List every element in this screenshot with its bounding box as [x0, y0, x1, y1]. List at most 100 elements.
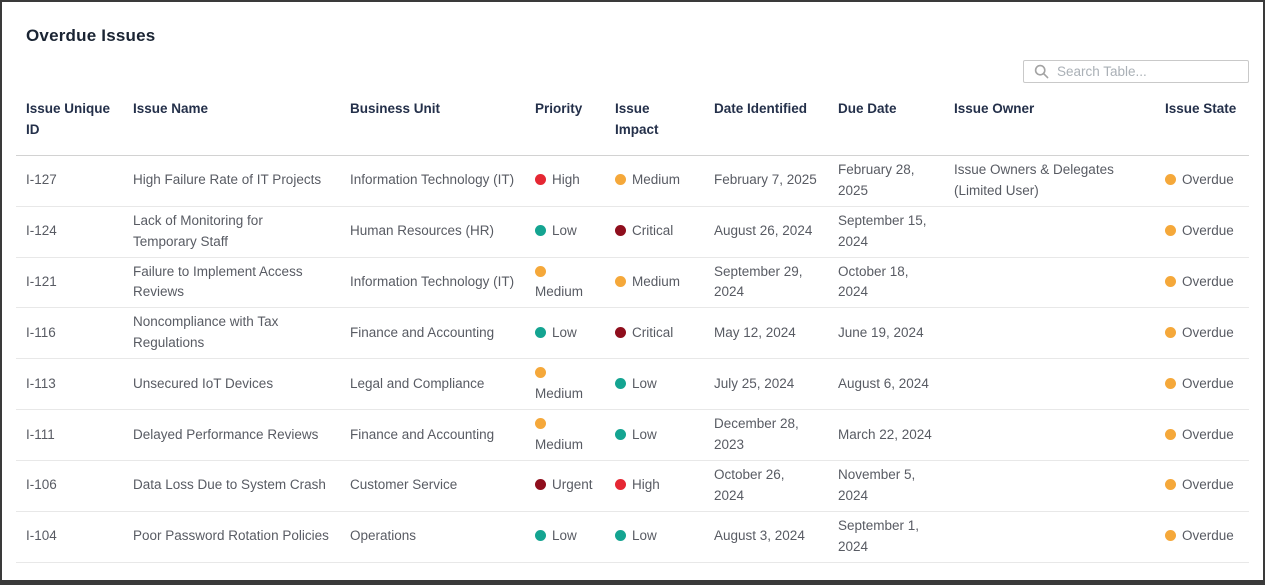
table-header-row: Issue Unique ID Issue Name Business Unit… — [16, 93, 1249, 156]
table-row[interactable]: I-116 Noncompliance with Tax Regulations… — [16, 308, 1249, 359]
impact-label: Low — [632, 375, 657, 391]
column-header-issue-state: Issue State — [1165, 101, 1237, 116]
cell-issue-owner: Issue Owners & Delegates (Limited User) — [954, 161, 1114, 198]
cell-issue-owner — [944, 206, 1155, 257]
issues-table-body: I-127 High Failure Rate of IT Projects I… — [16, 155, 1249, 563]
table-search[interactable] — [1023, 60, 1249, 83]
cell-issue-state: Overdue — [1155, 308, 1249, 359]
cell-issue-name: High Failure Rate of IT Projects — [133, 172, 322, 188]
priority-label: Medium — [535, 436, 584, 452]
cell-issue-state: Overdue — [1155, 359, 1249, 410]
impact-dot — [615, 479, 626, 491]
cell-priority: High — [525, 155, 605, 206]
cell-due-date: October 18, 2024 — [838, 263, 909, 300]
cell-issue-id: I-113 — [26, 375, 56, 391]
state-label: Overdue — [1182, 528, 1234, 544]
cell-issue-impact: Low — [605, 410, 704, 461]
impact-dot — [615, 377, 626, 389]
state-label: Overdue — [1182, 477, 1234, 493]
column-header-issue-impact: Issue Impact — [615, 101, 659, 137]
cell-issue-impact: High — [605, 460, 704, 511]
cell-issue-id: I-121 — [26, 273, 57, 289]
table-toolbar — [16, 60, 1249, 83]
cell-priority: Medium — [525, 257, 605, 308]
cell-due-date: March 22, 2024 — [838, 426, 932, 442]
priority-label: Low — [552, 223, 577, 239]
table-row[interactable]: I-121 Failure to Implement Access Review… — [16, 257, 1249, 308]
priority-label: High — [552, 172, 580, 188]
priority-dot — [535, 225, 546, 237]
cell-date-identified: August 3, 2024 — [714, 528, 805, 544]
state-dot — [1165, 530, 1176, 542]
column-header-business-unit: Business Unit — [350, 101, 441, 116]
table-row[interactable]: I-111 Delayed Performance Reviews Financ… — [16, 410, 1249, 461]
impact-label: Critical — [632, 223, 674, 239]
cell-due-date: February 28, 2025 — [838, 161, 915, 198]
cell-date-identified: May 12, 2024 — [714, 324, 796, 340]
state-dot — [1165, 275, 1176, 287]
cell-business-unit: Finance and Accounting — [350, 324, 495, 340]
cell-date-identified: September 29, 2024 — [714, 263, 803, 300]
cell-business-unit: Operations — [350, 528, 417, 544]
cell-issue-id: I-124 — [26, 223, 57, 239]
impact-label: Low — [632, 426, 657, 442]
cell-issue-name: Lack of Monitoring for Temporary Staff — [133, 212, 263, 249]
cell-business-unit: Information Technology (IT) — [350, 172, 515, 188]
table-row[interactable]: I-106 Data Loss Due to System Crash Cust… — [16, 460, 1249, 512]
cell-issue-id: I-106 — [26, 477, 57, 493]
priority-label: Low — [552, 528, 577, 544]
cell-issue-owner — [944, 410, 1155, 461]
cell-business-unit: Human Resources (HR) — [350, 223, 495, 239]
search-icon — [1034, 64, 1049, 79]
cell-date-identified: August 26, 2024 — [714, 223, 813, 239]
cell-issue-state: Overdue — [1155, 460, 1249, 511]
cell-date-identified: October 26, 2024 — [714, 466, 785, 503]
column-header-priority: Priority — [535, 101, 583, 116]
cell-issue-impact: Medium — [605, 155, 704, 206]
cell-business-unit: Information Technology (IT) — [350, 273, 515, 289]
cell-due-date: June 19, 2024 — [838, 324, 924, 340]
state-dot — [1165, 225, 1176, 237]
cell-issue-impact: Low — [605, 511, 704, 562]
cell-date-identified: December 28, 2023 — [714, 416, 799, 452]
cell-issue-impact: Critical — [605, 206, 704, 257]
table-row[interactable]: I-113 Unsecured IoT Devices Legal and Co… — [16, 359, 1249, 410]
column-header-issue-owner: Issue Owner — [954, 101, 1035, 116]
search-input[interactable] — [1057, 64, 1242, 79]
impact-label: Low — [632, 528, 657, 544]
impact-label: Medium — [632, 273, 681, 289]
cell-business-unit: Legal and Compliance — [350, 375, 485, 391]
table-row[interactable]: I-124 Lack of Monitoring for Temporary S… — [16, 206, 1249, 258]
cell-issue-name: Unsecured IoT Devices — [133, 375, 274, 391]
cell-priority: Medium — [525, 359, 605, 410]
cell-due-date: November 5, 2024 — [838, 466, 916, 503]
cell-issue-name: Failure to Implement Access Reviews — [133, 263, 303, 300]
cell-issue-name: Delayed Performance Reviews — [133, 426, 319, 442]
state-label: Overdue — [1182, 172, 1234, 188]
cell-priority: Low — [525, 206, 605, 257]
cell-issue-id: I-127 — [26, 172, 57, 188]
state-label: Overdue — [1182, 324, 1234, 340]
table-row[interactable]: I-104 Poor Password Rotation Policies Op… — [16, 511, 1249, 563]
cell-priority: Low — [525, 511, 605, 562]
cell-due-date: September 1, 2024 — [838, 517, 920, 554]
state-dot — [1165, 326, 1176, 338]
impact-label: High — [632, 477, 660, 493]
state-dot — [1165, 428, 1176, 440]
state-label: Overdue — [1182, 273, 1234, 289]
cell-issue-owner — [944, 359, 1155, 410]
priority-dot — [535, 265, 546, 277]
impact-dot — [615, 275, 626, 287]
priority-dot — [535, 367, 546, 379]
cell-issue-state: Overdue — [1155, 257, 1249, 308]
priority-dot — [535, 530, 546, 542]
table-row[interactable]: I-127 High Failure Rate of IT Projects I… — [16, 155, 1249, 207]
page-title: Overdue Issues — [26, 26, 156, 45]
priority-dot — [535, 174, 546, 186]
cell-priority: Low — [525, 308, 605, 359]
column-header-due-date: Due Date — [838, 101, 897, 116]
cell-priority: Urgent — [525, 460, 605, 511]
impact-dot — [615, 225, 626, 237]
column-header-issue-unique-id: Issue Unique ID — [26, 101, 111, 137]
